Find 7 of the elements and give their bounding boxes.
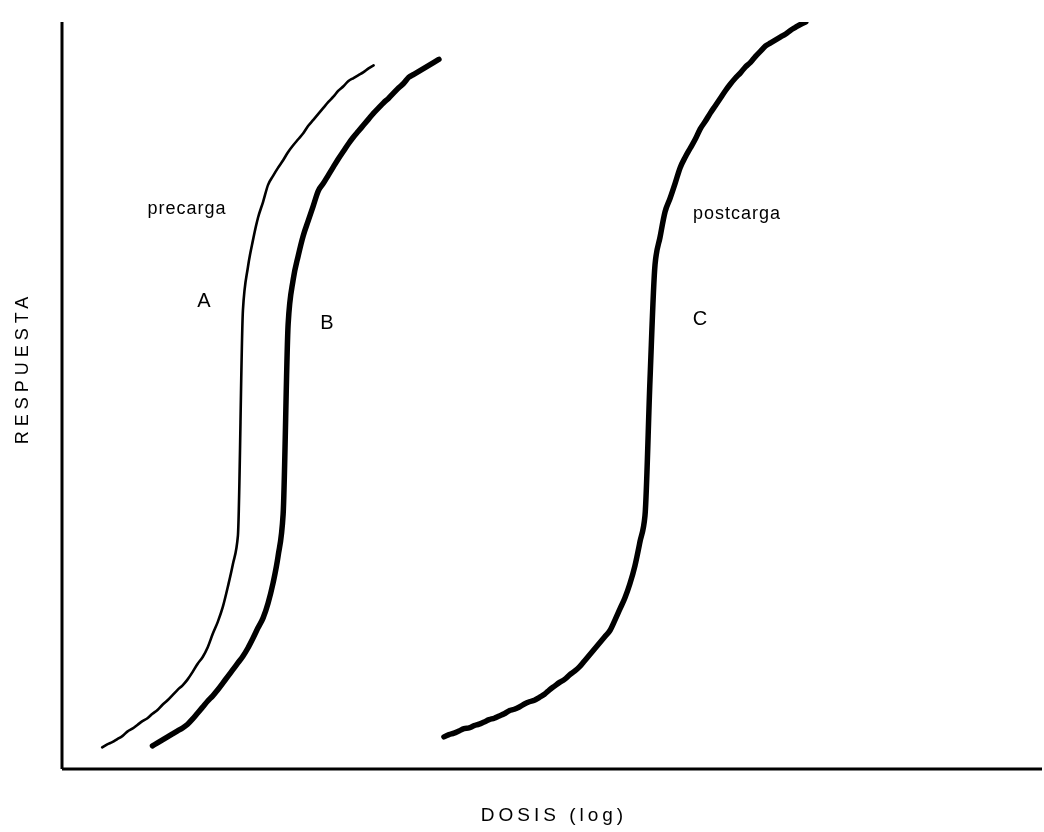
x-axis-title: DOSIS (log): [480, 803, 628, 825]
series-label: B: [320, 311, 334, 333]
annotation: postcarga: [692, 203, 782, 223]
y-axis-title: RESPUESTA: [12, 291, 32, 445]
series-label: C: [692, 307, 708, 329]
annotation: precarga: [147, 198, 227, 218]
series-label: A: [197, 289, 212, 311]
